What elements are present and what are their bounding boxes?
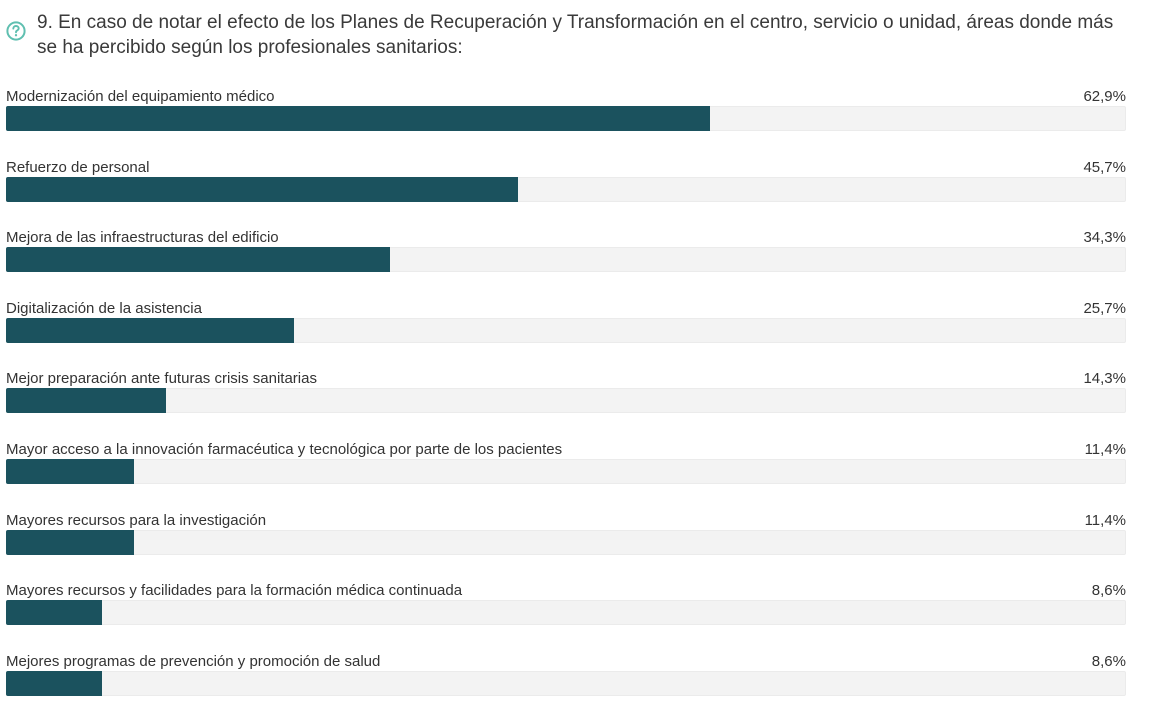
bar-row-header: Mayor acceso a la innovación farmacéutic… — [6, 437, 1126, 458]
bar-fill — [6, 670, 102, 696]
help-circle-icon[interactable] — [6, 21, 26, 41]
bar-fill — [6, 529, 134, 555]
bar-track — [6, 317, 1126, 343]
bar-category-label: Mejores programas de prevención y promoc… — [6, 652, 381, 670]
bar-track — [6, 106, 1126, 131]
bar-value-label: 62,9% — [1083, 88, 1126, 105]
bar-row: Mayores recursos y facilidades para la f… — [6, 578, 1126, 649]
bar-row: Mayor acceso a la innovación farmacéutic… — [6, 437, 1126, 508]
bar-row: Mejores programas de prevención y promoc… — [6, 649, 1126, 719]
bar-category-label: Mejor preparación ante futuras crisis sa… — [6, 370, 317, 388]
bar-row-header: Digitalización de la asistencia 25,7% — [6, 296, 1126, 317]
bar-category-label: Modernización del equipamiento médico — [6, 88, 275, 105]
bar-row-header: Modernización del equipamiento médico 62,… — [6, 84, 1126, 105]
bar-value-label: 8,6% — [1091, 652, 1126, 670]
bar-fill — [6, 176, 518, 202]
bar-row-header: Mejor preparación ante futuras crisis sa… — [6, 366, 1126, 387]
bar-value-label: 25,7% — [1083, 299, 1126, 317]
bar-row-header: Mejores programas de prevención y promoc… — [6, 649, 1126, 670]
bar-value-label: 8,6% — [1091, 582, 1126, 600]
bar-row: Refuerzo de personal 45,7% — [6, 155, 1126, 226]
bar-track — [6, 247, 1126, 273]
bar-fill — [6, 458, 134, 484]
bar-track — [6, 600, 1126, 626]
bar-fill — [6, 247, 390, 273]
bar-category-label: Mejora de las infraestructuras del edifi… — [6, 229, 279, 247]
bar-value-label: 45,7% — [1083, 158, 1126, 176]
bar-category-label: Mayores recursos y facilidades para la f… — [6, 582, 463, 600]
bar-fill — [6, 317, 294, 343]
bar-row: Mejor preparación ante futuras crisis sa… — [6, 366, 1126, 437]
bar-track — [6, 176, 1126, 202]
bar-row: Digitalización de la asistencia 25,7% — [6, 296, 1126, 367]
bar-value-label: 34,3% — [1083, 229, 1126, 247]
bar-row: Modernización del equipamiento médico 62,… — [6, 84, 1126, 155]
bar-category-label: Refuerzo de personal — [6, 158, 150, 176]
bar-track — [6, 529, 1126, 555]
bar-category-label: Mayores recursos para la investigación — [6, 511, 267, 529]
bar-row-header: Refuerzo de personal 45,7% — [6, 155, 1126, 176]
bar-category-label: Mayor acceso a la innovación farmacéutic… — [6, 440, 563, 458]
bar-row-header: Mayores recursos para la investigación 11… — [6, 508, 1126, 529]
bar-row-header: Mejora de las infraestructuras del edifi… — [6, 225, 1126, 246]
bar-chart: Modernización del equipamiento médico 62,… — [6, 84, 1126, 719]
bar-value-label: 11,4% — [1084, 511, 1126, 529]
bar-category-label: Digitalización de la asistencia — [6, 299, 202, 317]
bar-track — [6, 458, 1126, 484]
bar-track — [6, 670, 1126, 696]
bar-fill — [6, 600, 102, 626]
bar-row: Mejora de las infraestructuras del edifi… — [6, 225, 1126, 296]
bar-fill — [6, 388, 166, 414]
question-title: 9. En caso de notar el efecto de los Pla… — [37, 12, 1114, 58]
bar-row-header: Mayores recursos y facilidades para la f… — [6, 578, 1126, 599]
bar-track — [6, 388, 1126, 414]
question-header: 9. En caso de notar el efecto de los Pla… — [6, 10, 1136, 60]
bar-row: Mayores recursos para la investigación 11… — [6, 508, 1126, 579]
bar-value-label: 11,4% — [1084, 440, 1126, 458]
bar-fill — [6, 106, 710, 131]
bar-value-label: 14,3% — [1083, 370, 1126, 388]
